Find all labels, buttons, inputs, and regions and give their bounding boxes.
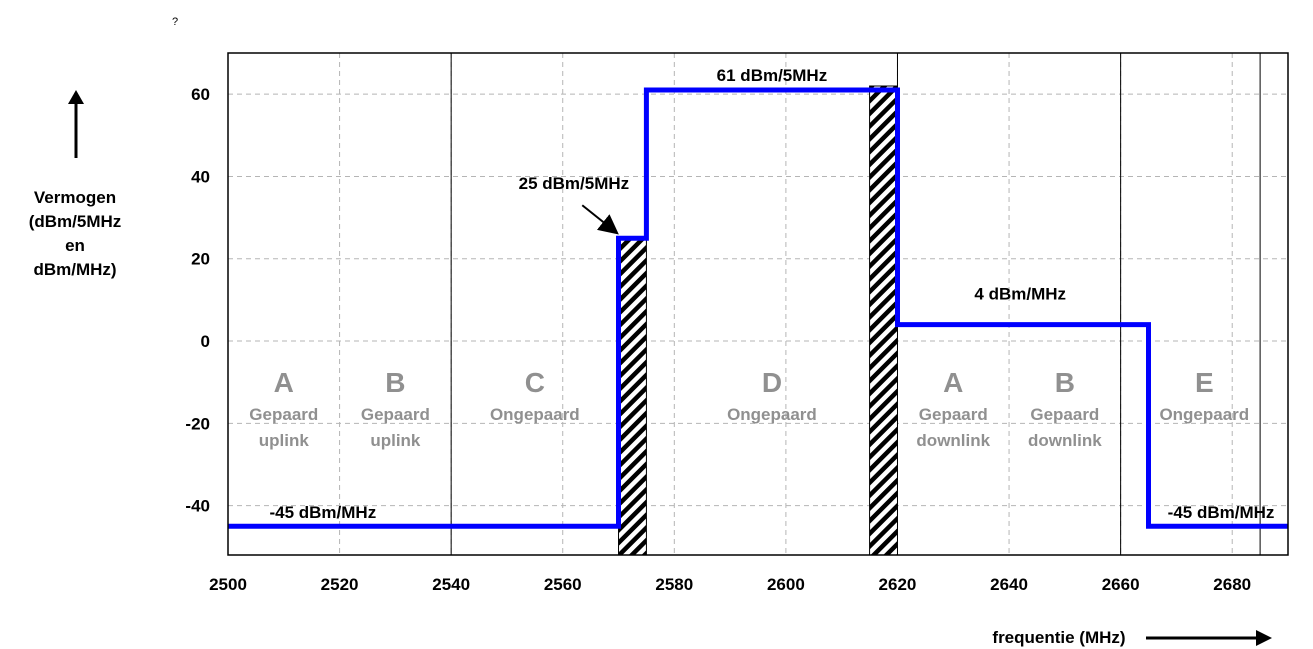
block-letter: E [1195, 367, 1214, 398]
y-axis-label-line: (dBm/5MHz [29, 212, 122, 231]
block-text: downlink [916, 431, 990, 450]
block-text: Gepaard [361, 405, 430, 424]
y-tick-label: -40 [185, 497, 210, 516]
block-text: downlink [1028, 431, 1102, 450]
y-tick-label: -20 [185, 414, 210, 433]
series-lines [228, 87, 1288, 529]
x-tick-label: 2500 [209, 575, 247, 594]
guard-band [869, 85, 898, 556]
x-axis-arrow-head [1256, 630, 1272, 646]
annotation-arrow [581, 204, 619, 235]
annotation-label: 61 dBm/5MHz [717, 66, 828, 85]
block-text: Gepaard [1030, 405, 1099, 424]
guard-band [618, 237, 647, 556]
x-tick-label: 2520 [321, 575, 359, 594]
x-axis-label: frequentie (MHz) [992, 628, 1125, 647]
block-letter: C [525, 367, 545, 398]
block-letter: A [274, 367, 294, 398]
block-letter: A [943, 367, 963, 398]
block-text: Ongepaard [490, 405, 580, 424]
annotation-label: 4 dBm/MHz [974, 285, 1066, 304]
block-letter: B [385, 367, 405, 398]
x-tick-label: 2600 [767, 575, 805, 594]
y-axis-label-line: Vermogen [34, 188, 116, 207]
block-letter: D [762, 367, 782, 398]
x-tick-label: 2640 [990, 575, 1028, 594]
y-tick-label: 0 [201, 332, 210, 351]
y-axis-label-line: dBm/MHz) [33, 260, 116, 279]
x-tick-label: 2560 [544, 575, 582, 594]
annotations: 61 dBm/5MHz 25 dBm/5MHz 4 dBm/MHz -45 dBm/M… [269, 66, 1274, 522]
x-tick-label: 2620 [879, 575, 917, 594]
y-axis-label-line: en [65, 236, 85, 255]
block-labels: AGepaarduplinkBGepaarduplinkCOngepaardDO… [249, 367, 1249, 450]
x-tick-label: 2680 [1213, 575, 1251, 594]
plot-frame [227, 52, 1289, 556]
block-text: uplink [259, 431, 310, 450]
block-boundaries [450, 53, 1261, 555]
annotation-label: -45 dBm/MHz [269, 503, 376, 522]
annotation-label: -45 dBm/MHz [1168, 503, 1275, 522]
block-text: Gepaard [249, 405, 318, 424]
guard-bands [618, 85, 898, 556]
block-letter: B [1055, 367, 1075, 398]
block-text: Gepaard [919, 405, 988, 424]
x-tick-label: 2660 [1102, 575, 1140, 594]
x-tick-label: 2580 [655, 575, 693, 594]
axis-ticks: 2500 2520 2540 2560 2580 2600 2620 2640 2660 2680… [185, 85, 1251, 594]
marker-text: ? [172, 16, 178, 28]
x-tick-label: 2540 [432, 575, 470, 594]
y-tick-label: 60 [191, 85, 210, 104]
block-text: Ongepaard [1159, 405, 1249, 424]
grid-lines [227, 53, 1288, 555]
axis-labels: Vermogen (dBm/5MHz en dBm/MHz) frequentie (M… [29, 90, 1272, 647]
y-axis-arrow-head [68, 90, 84, 104]
block-text: uplink [370, 431, 421, 450]
series-line [228, 87, 1288, 529]
annotation-label: 25 dBm/5MHz [519, 174, 630, 193]
y-tick-label: 40 [191, 167, 210, 186]
y-tick-label: 20 [191, 250, 210, 269]
block-text: Ongepaard [727, 405, 817, 424]
